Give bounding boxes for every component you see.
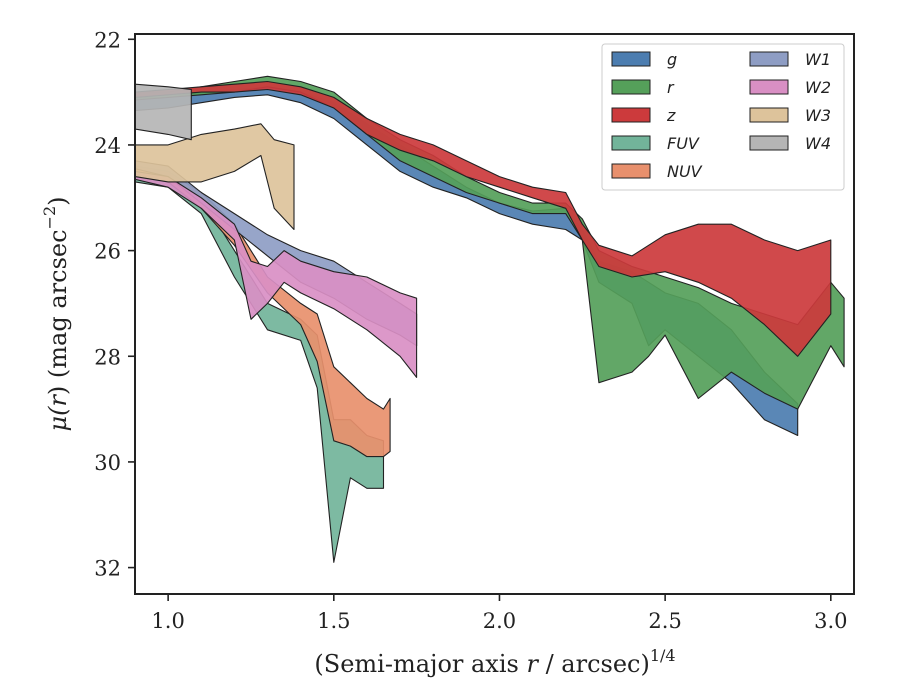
legend-label-fuv: FUV <box>667 134 700 153</box>
band-w4 <box>135 83 192 141</box>
legend-swatch-w4 <box>749 135 789 151</box>
legend-swatch-g <box>611 51 651 67</box>
axis-ticks: 1.0 1.5 2.0 2.5 3.0 22 24 26 28 30 32 <box>94 28 847 633</box>
legend-swatch-w2 <box>749 79 789 95</box>
legend-label-z: z <box>666 106 676 125</box>
y-tick-label: 24 <box>94 134 121 158</box>
x-axis-label: (Semi-major axis r / arcsec)1/4 <box>314 646 675 678</box>
y-tick-label: 32 <box>94 557 121 581</box>
x-tick-label: 3.0 <box>814 609 847 633</box>
legend-label-w3: W3 <box>805 106 831 125</box>
x-tick-label: 2.5 <box>648 609 681 633</box>
y-tick-label: 28 <box>94 345 121 369</box>
series-layer <box>135 75 845 563</box>
y-tick-label: 30 <box>94 451 121 475</box>
legend-swatch-nuv <box>611 163 651 179</box>
legend-label-g: g <box>667 50 677 69</box>
band-z <box>135 80 832 357</box>
y-tick-label: 26 <box>94 240 121 264</box>
x-tick-label: 1.5 <box>317 609 350 633</box>
legend-label-w1: W1 <box>805 50 831 69</box>
legend-label-w2: W2 <box>805 78 831 97</box>
x-tick-label: 1.0 <box>151 609 184 633</box>
legend-label-nuv: NUV <box>667 162 703 181</box>
x-tick-label: 2.0 <box>483 609 516 633</box>
legend-swatch-z <box>611 107 651 123</box>
band-w3 <box>135 123 295 231</box>
band-w2 <box>135 170 418 378</box>
y-axis-label: μ(r) (mag arcsec−2) <box>40 196 72 431</box>
legend-swatch-fuv <box>611 135 651 151</box>
legend-label-r: r <box>667 78 675 97</box>
legend-swatch-w3 <box>749 107 789 123</box>
legend-label-w4: W4 <box>805 134 831 153</box>
y-tick-label: 22 <box>94 28 121 52</box>
legend-swatch-w1 <box>749 51 789 67</box>
legend-swatch-r <box>611 79 651 95</box>
legend: grz FUV NUV W1 W2 W3 W4 <box>601 43 845 191</box>
plot-frame <box>134 33 855 595</box>
